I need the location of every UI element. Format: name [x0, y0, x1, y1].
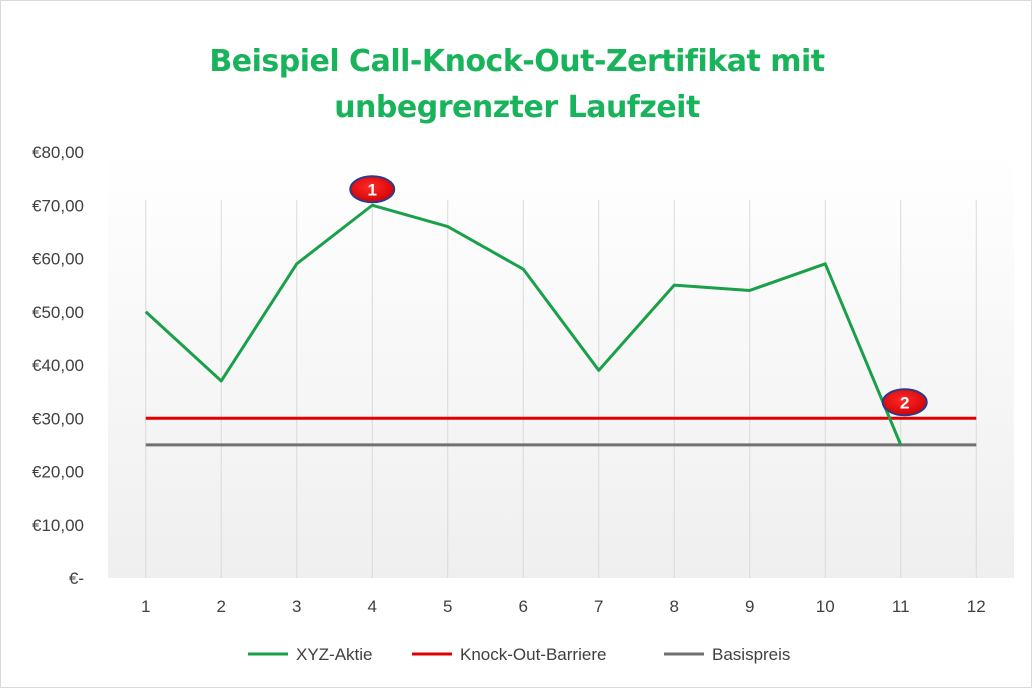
- x-tick-label: 1: [141, 597, 150, 616]
- x-tick-label: 5: [443, 597, 452, 616]
- y-tick-label: €20,00: [32, 463, 84, 482]
- x-tick-label: 10: [816, 597, 835, 616]
- x-tick-label: 12: [967, 597, 986, 616]
- legend-label: Knock-Out-Barriere: [460, 645, 606, 664]
- annotation-label: 2: [900, 393, 909, 412]
- x-axis-ticks: 1 2 3 4 5 6 7 8 9 10 11 12: [141, 597, 986, 616]
- y-tick-label: €50,00: [32, 303, 84, 322]
- annotations: 12: [349, 175, 928, 417]
- x-tick-label: 6: [519, 597, 528, 616]
- xyz-aktie-line: [144, 203, 903, 446]
- x-tick-label: 7: [594, 597, 603, 616]
- legend: XYZ-Aktie Knock-Out-Barriere Basispreis: [248, 645, 790, 664]
- y-tick-label: €10,00: [32, 516, 84, 535]
- series-lines: [144, 203, 977, 447]
- chart-title-line-2: unbegrenzter Laufzeit: [334, 90, 700, 125]
- y-tick-label: €40,00: [32, 356, 84, 375]
- y-tick-label: €80,00: [32, 143, 84, 162]
- chart-title: Beispiel Call-Knock-Out-Zertifikat mit u…: [1, 39, 1032, 131]
- y-tick-label: €70,00: [32, 196, 84, 215]
- annotation-label: 1: [368, 180, 377, 199]
- y-axis-ticks: €80,00 €70,00 €60,00 €50,00 €40,00 €30,00 €20,…: [32, 143, 84, 588]
- annotation-marker: [349, 175, 396, 204]
- legend-label: XYZ-Aktie: [296, 645, 373, 664]
- annotation-marker: [881, 388, 928, 417]
- y-tick-label: €30,00: [32, 409, 84, 428]
- plot-background: [108, 152, 1014, 578]
- x-tick-label: 9: [745, 597, 754, 616]
- x-tick-label: 4: [368, 597, 377, 616]
- x-tick-label: 3: [292, 597, 301, 616]
- x-tick-label: 8: [670, 597, 679, 616]
- y-tick-label: €-: [69, 569, 84, 588]
- legend-label: Basispreis: [712, 645, 790, 664]
- x-tick-label: 11: [892, 597, 910, 616]
- y-tick-label: €60,00: [32, 250, 84, 269]
- chart-title-line-1: Beispiel Call-Knock-Out-Zertifikat mit: [209, 44, 825, 79]
- x-tick-label: 2: [217, 597, 226, 616]
